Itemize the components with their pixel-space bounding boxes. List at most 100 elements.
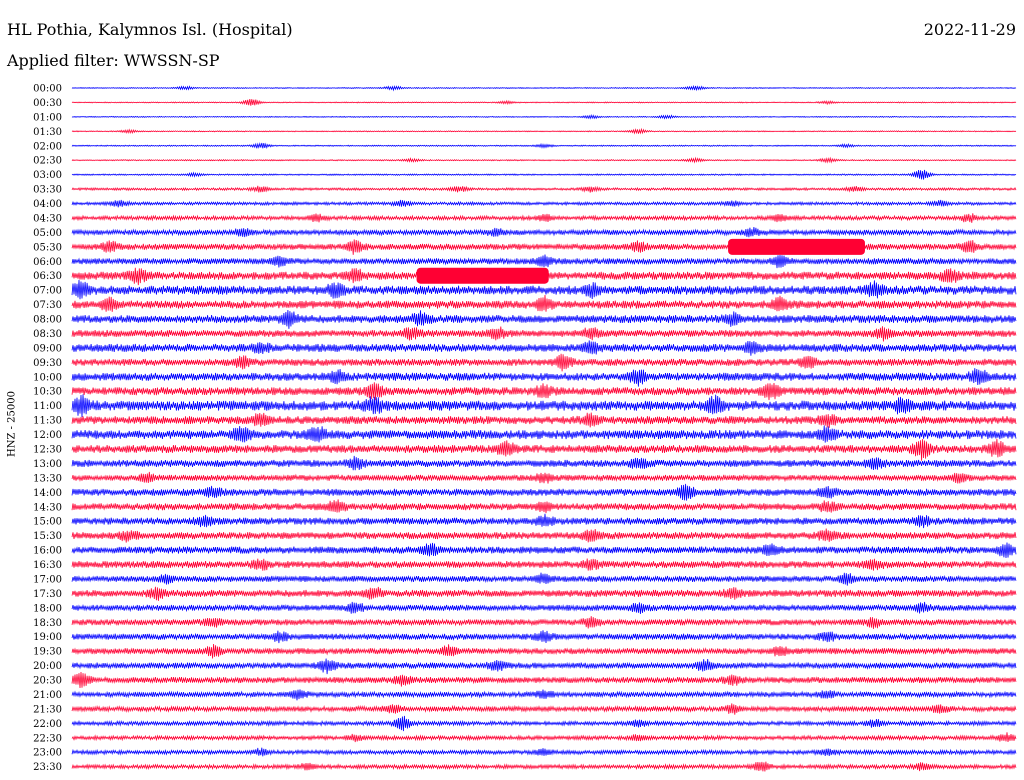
station-title: HL Pothia, Kalymnos Isl. (Hospital) <box>7 20 293 39</box>
trace-line <box>71 213 1017 223</box>
time-label: 13:00 <box>33 459 62 470</box>
trace-line <box>71 114 1017 120</box>
time-label: 02:00 <box>33 141 62 152</box>
time-label: 07:00 <box>33 286 62 297</box>
time-label: 16:30 <box>33 560 62 571</box>
time-label: 20:30 <box>33 676 62 687</box>
trace-line <box>71 382 1017 401</box>
trace-line <box>71 425 1017 443</box>
trace-line <box>71 353 1017 372</box>
trace-line <box>71 689 1017 701</box>
time-label: 20:00 <box>33 661 62 672</box>
time-label: 07:30 <box>33 300 62 311</box>
trace-line <box>71 528 1017 543</box>
time-label: 04:00 <box>33 199 62 210</box>
trace-line <box>71 254 1017 269</box>
trace-line <box>71 412 1017 428</box>
trace-line <box>71 239 1017 255</box>
time-label: 17:00 <box>33 574 62 585</box>
saturated-signal <box>728 238 865 255</box>
time-label: 22:30 <box>33 733 62 744</box>
trace-line <box>71 127 1017 135</box>
trace-line <box>71 142 1017 149</box>
time-label: 10:30 <box>33 387 62 398</box>
time-label: 12:30 <box>33 445 62 456</box>
time-label: 03:30 <box>33 185 62 196</box>
saturated-signal <box>416 267 549 284</box>
time-label: 05:30 <box>33 242 62 253</box>
time-label: 16:00 <box>33 546 62 557</box>
time-label: 04:30 <box>33 213 62 224</box>
time-label: 12:00 <box>33 430 62 441</box>
time-label: 08:30 <box>33 329 62 340</box>
time-label: 01:30 <box>33 127 62 138</box>
time-label: 17:30 <box>33 589 62 600</box>
time-label: 14:00 <box>33 488 62 499</box>
trace-line <box>71 340 1017 356</box>
trace-line <box>71 226 1017 238</box>
time-label: 02:30 <box>33 156 62 167</box>
trace-line <box>71 703 1017 715</box>
time-label: 00:30 <box>33 98 62 109</box>
trace-line <box>71 542 1017 558</box>
time-label: 09:00 <box>33 343 62 354</box>
time-label: 05:00 <box>33 228 62 239</box>
time-label: 15:00 <box>33 517 62 528</box>
trace-line <box>71 630 1017 644</box>
trace-line <box>71 156 1017 164</box>
time-label: 09:30 <box>33 358 62 369</box>
time-label: 08:00 <box>33 315 62 326</box>
time-label: 11:30 <box>33 416 62 427</box>
time-label: 11:00 <box>33 401 62 412</box>
time-label: 10:00 <box>33 372 62 383</box>
trace-line <box>71 169 1017 180</box>
time-label: 06:00 <box>33 257 62 268</box>
time-label: 19:00 <box>33 632 62 643</box>
trace-line <box>71 471 1017 484</box>
trace-line <box>71 644 1017 659</box>
trace-line <box>71 368 1017 387</box>
trace-line <box>71 513 1017 529</box>
trace-line <box>71 483 1017 501</box>
trace-line <box>71 616 1017 629</box>
trace-line <box>71 747 1017 757</box>
trace-line <box>71 658 1017 675</box>
time-label: 23:00 <box>33 748 62 759</box>
trace-line <box>71 326 1017 342</box>
trace-line <box>71 558 1017 571</box>
trace-line <box>71 185 1017 193</box>
time-label: 14:30 <box>33 502 62 513</box>
time-label: 13:30 <box>33 473 62 484</box>
time-label: 03:00 <box>33 170 62 181</box>
trace-line <box>71 438 1017 461</box>
time-label: 15:30 <box>33 531 62 542</box>
time-label: 21:00 <box>33 690 62 701</box>
time-label: 22:00 <box>33 719 62 730</box>
time-label: 01:00 <box>33 112 62 123</box>
date-label: 2022-11-29 <box>923 20 1016 39</box>
trace-line <box>71 732 1017 743</box>
trace-line <box>71 279 1017 300</box>
trace-line <box>71 455 1017 471</box>
trace-line <box>71 294 1017 312</box>
time-label: 19:30 <box>33 647 62 658</box>
time-label: 18:00 <box>33 603 62 614</box>
trace-line <box>71 572 1017 586</box>
trace-line <box>71 99 1017 106</box>
trace-line <box>71 715 1017 732</box>
time-label: 00:00 <box>33 84 62 95</box>
trace-line <box>71 84 1017 92</box>
trace-line <box>71 586 1017 601</box>
time-label: 21:30 <box>33 704 62 715</box>
time-label: 23:30 <box>33 762 62 773</box>
time-label: 06:30 <box>33 271 62 282</box>
trace-line <box>71 601 1017 615</box>
filter-label: Applied filter: WWSSN-SP <box>7 51 220 70</box>
trace-line <box>71 310 1017 329</box>
trace-line <box>71 394 1017 417</box>
time-label: 18:30 <box>33 618 62 629</box>
trace-line <box>71 761 1017 772</box>
trace-line <box>71 671 1017 688</box>
trace-line <box>71 199 1017 208</box>
